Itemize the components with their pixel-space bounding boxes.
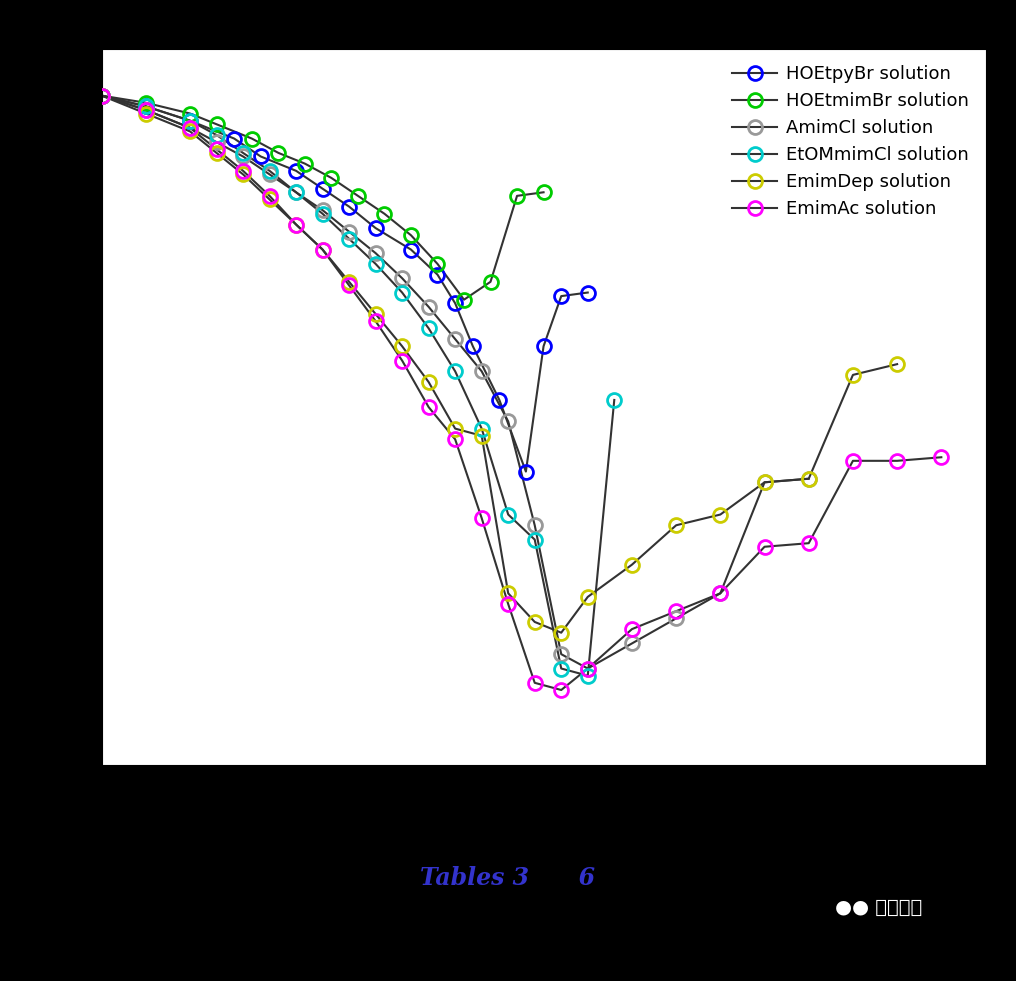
Y-axis label: Freezing points/K: Freezing points/K: [33, 312, 52, 502]
Text: Tables 3      6: Tables 3 6: [421, 866, 595, 890]
Legend: HOEtpyBr solution, HOEtmimBr solution, AmimCl solution, EtOMmimCl solution, Emim: HOEtpyBr solution, HOEtmimBr solution, A…: [725, 58, 976, 226]
Text: ●● 泰科科技: ●● 泰科科技: [835, 898, 923, 917]
X-axis label: mole fraction of water: mole fraction of water: [420, 799, 668, 818]
